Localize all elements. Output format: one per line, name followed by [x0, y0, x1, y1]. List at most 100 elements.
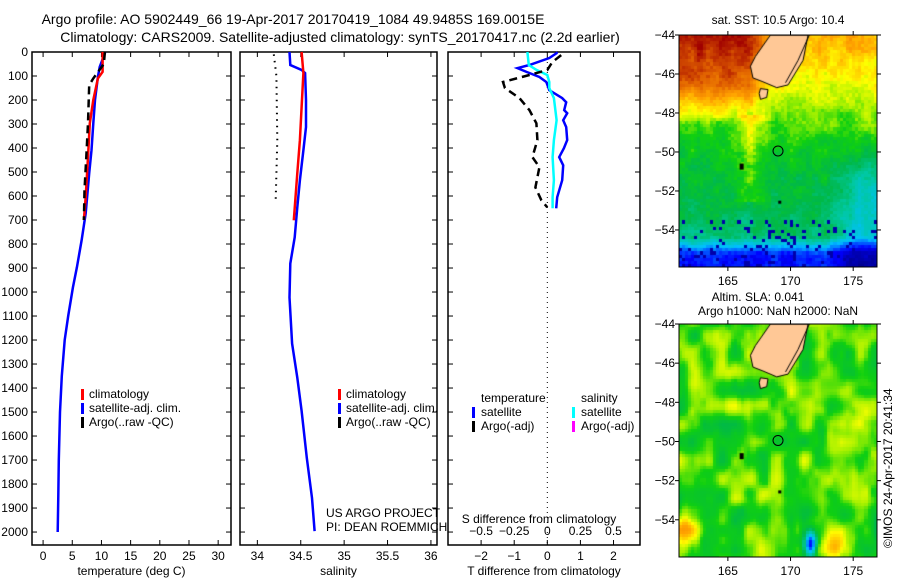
credit-project: US ARGO PROJECT [326, 506, 441, 520]
sla-map-axes: 165 170 175 −44 −46 −48 −50 −52 −54 Altim. SLA: 0… [655, 290, 881, 578]
legend-label: Argo(-adj) [581, 419, 634, 433]
imos-credit: ©IMOS 24-Apr-2017 20:41:34 [881, 388, 895, 548]
x-axis-label: T difference from climatology [467, 564, 621, 578]
legend-swatch [338, 417, 341, 428]
legend-swatch [338, 403, 341, 414]
lat-tick-label: −44 [655, 317, 676, 331]
x-tick-label: 36 [424, 549, 438, 563]
figure-title-line2: Climatology: CARS2009. Satellite-adjuste… [60, 29, 620, 45]
legend-label: Argo(..raw -QC) [89, 415, 174, 429]
x-tick-label: 34.5 [289, 549, 313, 563]
figure-title-line1: Argo profile: AO 5902449_66 19-Apr-2017 … [42, 11, 545, 27]
legend-label: satellite [581, 405, 622, 419]
plot-frame [31, 51, 232, 546]
lat-tick-label: −52 [655, 474, 676, 488]
depth-tick-label: 100 [8, 69, 28, 83]
depth-tick-label: 1800 [1, 477, 28, 491]
s-tick-label: 0.25 [569, 524, 593, 538]
series-line-temperature-satellite [513, 51, 569, 209]
x-tick-label: 2 [610, 549, 617, 563]
s-axis-label: S difference from climatology [462, 512, 617, 526]
s-tick-label: −0.25 [499, 524, 530, 538]
panel-difference: −2 −1 0 1 2T difference from climatology −0.5… [447, 51, 641, 578]
depth-tick-label: 1200 [1, 333, 28, 347]
lat-tick-label: −50 [655, 145, 676, 159]
lon-tick-label: 170 [781, 274, 801, 288]
legend-swatch [572, 421, 575, 432]
x-tick-label: 0 [544, 549, 551, 563]
sla-map-title: Altim. SLA: 0.041 [712, 290, 805, 304]
depth-tick-label: 200 [8, 93, 28, 107]
s-tick-label: 0.5 [605, 524, 622, 538]
x-tick-label: 35 [337, 549, 351, 563]
legend-header-salinity: salinity [581, 391, 618, 405]
x-tick-label: 10 [95, 549, 109, 563]
x-tick-label: 5 [69, 549, 76, 563]
x-tick-label: −1 [507, 549, 521, 563]
lon-tick-label: 165 [718, 274, 738, 288]
x-tick-label: 34 [251, 549, 265, 563]
legend-label: satellite-adj. clim. [89, 401, 181, 415]
sst-map-title: sat. SST: 10.5 Argo: 10.4 [712, 13, 845, 27]
x-tick-label: 30 [211, 549, 225, 563]
lat-tick-label: −54 [655, 223, 676, 237]
series-line-climatology [292, 51, 305, 221]
sst-map-image [679, 35, 877, 267]
depth-tick-label: 800 [8, 237, 28, 251]
depth-tick-label: 700 [8, 213, 28, 227]
lat-tick-label: −48 [655, 106, 676, 120]
x-tick-label: 15 [124, 549, 138, 563]
lat-tick-label: −46 [655, 67, 676, 81]
x-axis-label: temperature (deg C) [77, 564, 185, 578]
series-line-satellite-adj-clim- [56, 52, 107, 533]
x-tick-label: 0 [40, 549, 47, 563]
lat-tick-label: −46 [655, 356, 676, 370]
series-line-argo-raw-qc- [272, 54, 279, 204]
legend-swatch [472, 421, 475, 432]
lat-tick-label: −48 [655, 395, 676, 409]
depth-tick-label: 0 [21, 45, 28, 59]
x-tick-label: 1 [577, 549, 584, 563]
depth-tick-label: 1000 [1, 285, 28, 299]
lat-tick-label: −54 [655, 513, 676, 527]
lat-tick-label: −50 [655, 434, 676, 448]
depth-tick-label: 1300 [1, 357, 28, 371]
x-tick-label: −2 [474, 549, 488, 563]
legend-label: climatology [89, 387, 149, 401]
depth-tick-label: 1100 [2, 309, 28, 323]
legend-swatch [81, 417, 84, 428]
series-line-salinity-satellite [526, 51, 558, 209]
legend-swatch [472, 407, 475, 418]
depth-tick-label: 1600 [1, 429, 28, 443]
legend-label: satellite [481, 405, 522, 419]
depth-tick-label: 600 [8, 189, 28, 203]
argo-position-marker [772, 145, 784, 157]
depth-tick-label: 2000 [1, 525, 28, 539]
x-tick-label: 20 [153, 549, 167, 563]
legend-swatch [338, 389, 341, 400]
sst-map-axes: 165 170 175 −44 −46 −48 −50 −52 −54 sat. SST: 10.… [655, 13, 881, 288]
legend-label: Argo(-adj) [481, 419, 534, 433]
depth-tick-label: 500 [8, 165, 28, 179]
map-frame [678, 34, 878, 268]
legend-swatch [81, 403, 84, 414]
series-line-temperature-argo-adj- [501, 54, 562, 209]
plot-frame [447, 51, 641, 546]
depth-tick-label: 1400 [1, 381, 28, 395]
legend-label: climatology [346, 387, 406, 401]
sla-map-subtitle: Argo h1000: NaN h2000: NaN [698, 304, 858, 318]
lon-tick-label: 175 [843, 564, 863, 578]
legend-header-temperature: temperature [481, 391, 546, 405]
plot-frame [239, 51, 438, 546]
series-line-argo-raw-qc- [82, 51, 107, 221]
lon-tick-label: 170 [781, 564, 801, 578]
sla-map-image [679, 324, 877, 557]
x-tick-label: 25 [182, 549, 196, 563]
depth-tick-label: 1500 [1, 405, 28, 419]
x-tick-label: 35.5 [376, 549, 400, 563]
series-line-climatology [82, 52, 104, 221]
panel-salinity: 34 34.5 35 35.5 36 salinity climatologysatelli… [239, 51, 438, 578]
s-tick-label: 0 [544, 524, 551, 538]
